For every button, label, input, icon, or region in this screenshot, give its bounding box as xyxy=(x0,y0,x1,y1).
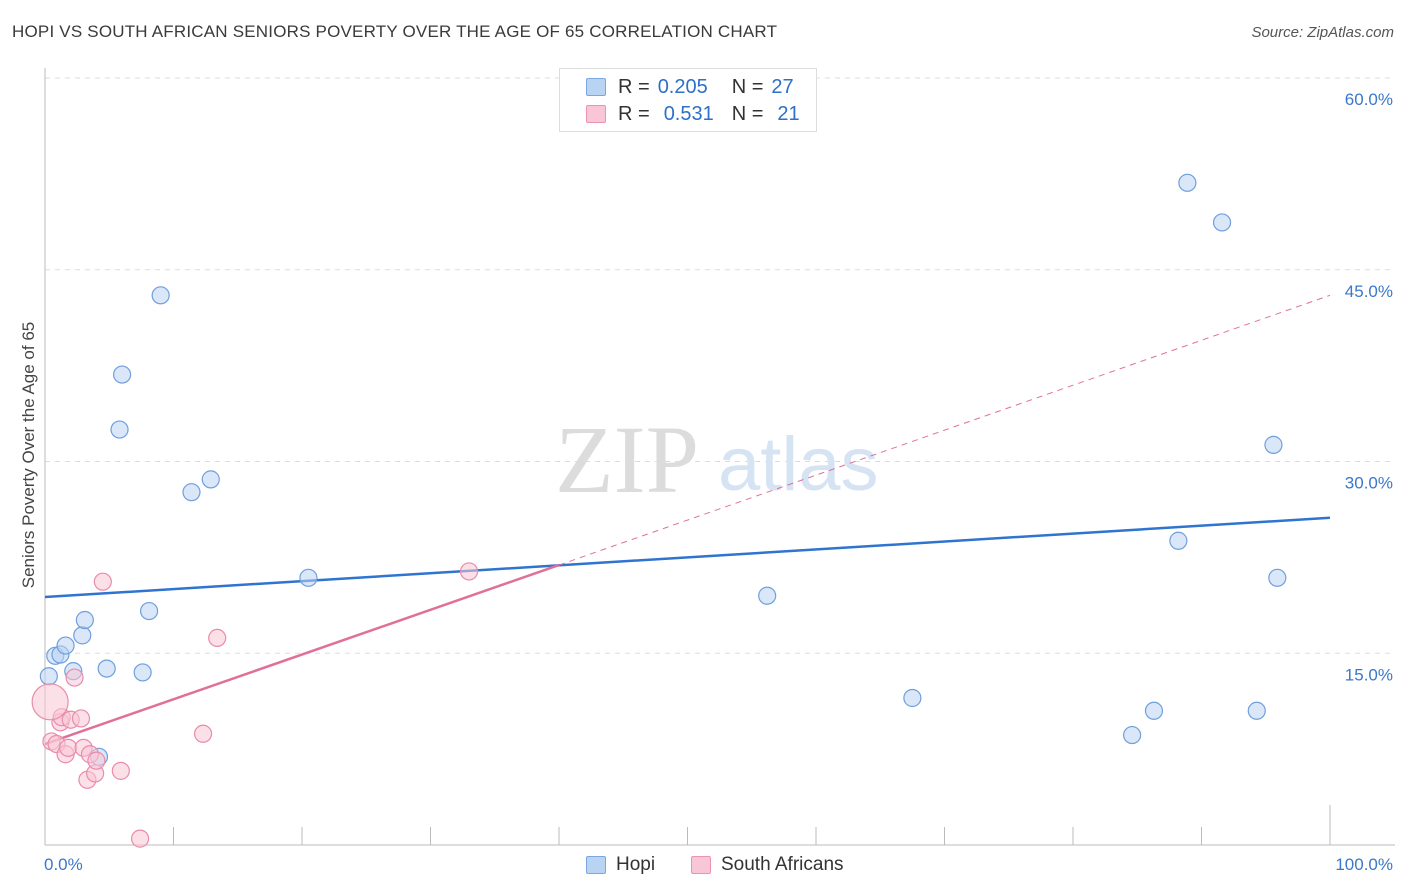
south-africans-point xyxy=(87,751,106,770)
south-africans-trend-line xyxy=(44,563,560,746)
legend-row-south-africans: R = 0.531 N = 21 xyxy=(586,102,800,126)
hopi-point xyxy=(75,610,94,630)
hopi-trend-line xyxy=(44,516,1331,599)
south-africans-point xyxy=(111,761,130,780)
hopi-point xyxy=(1123,725,1142,745)
y-tick-label: 30.0% xyxy=(1345,474,1393,493)
bottom-legend-label-hopi: Hopi xyxy=(616,854,656,875)
hopi-point xyxy=(1169,531,1188,550)
legend-n-value-hopi: 27 xyxy=(771,75,794,98)
x-tick-label: 100.0% xyxy=(1335,855,1393,874)
legend-row-hopi: R = 0.205 N = 27 xyxy=(586,75,794,99)
y-tick-label: 60.0% xyxy=(1345,90,1393,109)
legend: R = 0.205 N = 27 R = 0.531 N = 21 xyxy=(559,68,817,132)
hopi-point xyxy=(133,663,152,682)
legend-r-value-south-africans: 0.531 xyxy=(663,102,714,125)
hopi-point xyxy=(758,586,777,605)
legend-swatch-south-africans xyxy=(586,105,606,123)
hopi-point xyxy=(1268,568,1287,587)
hopi-point xyxy=(1247,701,1266,720)
south-africans-point xyxy=(31,683,69,721)
bottom-legend-label-south-africans: South Africans xyxy=(721,854,844,875)
bottom-legend-swatch-hopi xyxy=(586,856,606,874)
south-africans-point xyxy=(65,668,84,687)
hopi-point xyxy=(56,636,75,655)
hopi-point xyxy=(112,365,132,384)
watermark-zip: ZIP xyxy=(555,406,699,513)
hopi-point xyxy=(151,286,170,305)
south-africans-point xyxy=(459,562,479,581)
watermark-atlas: atlas xyxy=(718,422,879,507)
legend-n-label: N = xyxy=(731,102,764,125)
legend-r-label: R = xyxy=(618,102,650,125)
bottom-legend-south-africans: South Africans xyxy=(691,852,844,878)
legend-n-label: N = xyxy=(731,75,764,98)
hopi-point xyxy=(182,483,201,502)
hopi-point xyxy=(39,667,58,686)
hopi-point xyxy=(1178,173,1197,192)
bottom-legend-swatch-south-africans xyxy=(691,856,711,874)
south-africans-point xyxy=(208,628,227,648)
y-tick-label: 15.0% xyxy=(1345,665,1393,684)
legend-swatch-hopi xyxy=(586,78,606,96)
legend-r-value-hopi: 0.205 xyxy=(657,75,708,98)
legend-r-label: R = xyxy=(618,75,650,98)
hopi-point xyxy=(110,420,129,439)
hopi-point xyxy=(903,688,922,708)
south-africans-trend-extension xyxy=(558,294,1331,566)
x-tick-label: 0.0% xyxy=(44,855,83,874)
hopi-point xyxy=(97,659,116,678)
legend-n-value-south-africans: 21 xyxy=(777,102,800,125)
hopi-point xyxy=(73,626,92,645)
south-africans-point xyxy=(193,724,213,743)
south-africans-point xyxy=(93,572,112,591)
bottom-legend-hopi: Hopi xyxy=(586,852,655,878)
hopi-point xyxy=(1212,213,1232,232)
hopi-point xyxy=(201,470,220,489)
hopi-point xyxy=(1144,701,1164,720)
south-africans-point xyxy=(71,709,91,728)
south-africans-point xyxy=(130,829,150,848)
y-tick-label: 45.0% xyxy=(1345,282,1393,301)
chart-title: HOPI VS SOUTH AFRICAN SENIORS POVERTY OV… xyxy=(12,22,778,41)
y-axis-label: Seniors Poverty Over the Age of 65 xyxy=(19,322,38,588)
south-africans-point xyxy=(59,738,78,757)
source-label: Source: ZipAtlas.com xyxy=(1251,24,1394,41)
hopi-point xyxy=(1264,435,1283,454)
hopi-point xyxy=(139,601,159,621)
hopi-point xyxy=(299,568,318,587)
